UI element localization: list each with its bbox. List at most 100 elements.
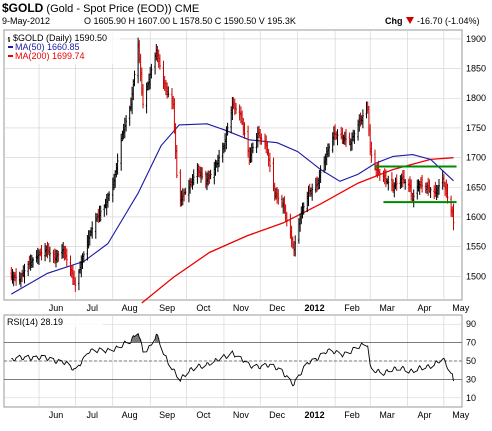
price-bar bbox=[123, 117, 126, 139]
price-bar bbox=[116, 153, 119, 175]
price-bar bbox=[57, 250, 60, 262]
price-x-tick-label: Aug bbox=[122, 303, 138, 313]
price-bar bbox=[238, 104, 241, 121]
price-y-tick-label: 1600 bbox=[466, 212, 486, 222]
symbol-label: $GOLD bbox=[2, 1, 44, 15]
price-panel-frame bbox=[3, 29, 463, 301]
rsi-x-tick-label: Jul bbox=[86, 410, 98, 420]
price-bar bbox=[226, 122, 229, 136]
rsi-x-tick-label: Dec bbox=[269, 410, 286, 420]
rsi-y-tick-label: 50 bbox=[466, 356, 476, 366]
down-triangle-icon bbox=[406, 17, 414, 24]
rsi-label-background bbox=[5, 316, 103, 327]
price-bar bbox=[99, 205, 102, 222]
rsi-x-tick-label: 2012 bbox=[305, 410, 325, 420]
price-bar bbox=[362, 109, 364, 129]
price-bar bbox=[260, 133, 263, 145]
price-bar bbox=[94, 212, 97, 239]
price-bar bbox=[294, 235, 297, 257]
rsi-x-tick-label: May bbox=[452, 410, 470, 420]
price-bar bbox=[91, 221, 94, 239]
price-bar bbox=[285, 211, 288, 227]
price-y-tick-label: 1500 bbox=[466, 271, 486, 281]
price-x-tick-label: Mar bbox=[379, 303, 395, 313]
rsi-y-tick-label: 10 bbox=[466, 393, 476, 403]
price-x-tick-label: Oct bbox=[196, 303, 211, 313]
rsi-x-tick-label: Oct bbox=[196, 410, 211, 420]
rsi-y-tick-label: 30 bbox=[466, 374, 476, 384]
price-bar bbox=[74, 277, 77, 292]
price-x-tick-label: Nov bbox=[233, 303, 250, 313]
rsi-y-tick-label: 70 bbox=[466, 338, 476, 348]
price-bar bbox=[412, 189, 415, 208]
price-bar bbox=[319, 165, 322, 183]
price-bar bbox=[32, 257, 34, 268]
price-bar bbox=[345, 129, 347, 147]
price-bar bbox=[281, 194, 283, 208]
price-bar bbox=[49, 246, 51, 263]
price-bar bbox=[378, 169, 381, 181]
ma50-line bbox=[11, 123, 454, 295]
price-bar bbox=[23, 263, 26, 284]
price-bar bbox=[201, 167, 204, 180]
price-y-ticks: 1500 1550 1600 1650 1700 1750 1800 1850 1900 bbox=[466, 34, 486, 281]
price-bar bbox=[65, 248, 68, 267]
price-x-tick-label: Sep bbox=[159, 303, 175, 313]
price-bar bbox=[311, 183, 314, 201]
price-x-ticks: Jun Jul Aug Sep Oct Nov Dec 2012 Feb Mar Apr May bbox=[49, 303, 470, 313]
price-bar bbox=[138, 40, 141, 64]
price-bar bbox=[368, 105, 370, 137]
price-bar bbox=[302, 202, 305, 215]
price-bar bbox=[387, 175, 390, 191]
legend-ma50: MA(50) 1660.85 bbox=[15, 42, 80, 52]
legend-background bbox=[8, 31, 120, 64]
price-panel: 1500 1550 1600 1650 1700 1750 1800 1850 1900 $GO… bbox=[3, 29, 486, 304]
price-bar bbox=[82, 251, 85, 263]
rsi-x-tick-label: Apr bbox=[418, 410, 432, 420]
price-y-tick-label: 1850 bbox=[466, 64, 486, 74]
legend-price-icon bbox=[8, 37, 10, 42]
chart-title: $GOLD (Gold - Spot Price (EOD)) CME bbox=[2, 1, 199, 15]
price-x-tick-label: Apr bbox=[418, 303, 432, 313]
price-bar bbox=[429, 187, 432, 198]
price-bar bbox=[353, 130, 356, 144]
price-bar bbox=[310, 187, 312, 197]
price-x-tick-label: May bbox=[452, 303, 470, 313]
change-label: Chg bbox=[385, 16, 403, 26]
price-bar bbox=[175, 145, 178, 179]
price-y-tick-label: 1900 bbox=[466, 34, 486, 44]
price-y-tick-label: 1700 bbox=[466, 153, 486, 163]
rsi-x-tick-label: Sep bbox=[159, 410, 175, 420]
price-bar bbox=[243, 122, 246, 139]
rsi-x-tick-label: Feb bbox=[344, 410, 360, 420]
rsi-line bbox=[11, 332, 454, 387]
price-bar bbox=[209, 169, 212, 180]
price-bar bbox=[336, 129, 339, 146]
price-bar bbox=[192, 169, 195, 186]
price-x-tick-label: 2012 bbox=[305, 303, 325, 313]
price-grid bbox=[4, 30, 462, 300]
date-label: 9-May-2012 bbox=[2, 16, 50, 26]
price-bar bbox=[235, 103, 237, 114]
quote-label: O 1605.90 H 1607.00 L 1578.50 C 1590.50 … bbox=[84, 16, 296, 26]
price-x-tick-label: Jun bbox=[49, 303, 64, 313]
rsi-label: RSI(14) 28.19 bbox=[7, 317, 63, 327]
price-candles bbox=[10, 37, 455, 292]
price-bar bbox=[252, 142, 254, 154]
price-bar bbox=[277, 189, 280, 205]
rsi-panel: 10 30 50 70 90 RSI(14) 28.19 bbox=[3, 314, 476, 408]
price-bar bbox=[370, 141, 373, 163]
price-y-tick-label: 1650 bbox=[466, 182, 486, 192]
price-bar bbox=[159, 54, 161, 70]
price-bar bbox=[267, 148, 270, 167]
rsi-x-tick-label: Mar bbox=[379, 410, 395, 420]
price-bar bbox=[410, 179, 413, 201]
rsi-y-ticks: 10 30 50 70 90 bbox=[466, 319, 476, 403]
price-bar bbox=[52, 249, 55, 263]
price-bar bbox=[38, 249, 40, 265]
price-bar bbox=[108, 191, 110, 201]
price-bar bbox=[15, 268, 17, 286]
price-bar bbox=[125, 115, 127, 132]
